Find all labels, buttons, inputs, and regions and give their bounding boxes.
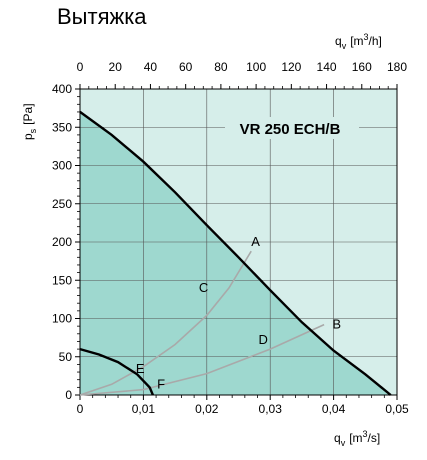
top-tick-label: 180 bbox=[387, 60, 407, 74]
top-tick-label: 100 bbox=[246, 60, 266, 74]
top-tick-label: 20 bbox=[109, 60, 123, 74]
fan-curve bbox=[79, 347, 155, 396]
annotation-label: C bbox=[199, 280, 208, 295]
model-label-bg bbox=[225, 117, 359, 139]
fan-curve bbox=[79, 110, 392, 396]
performance-area bbox=[80, 111, 391, 396]
annotation-label: D bbox=[259, 332, 268, 347]
y-tick-label: 200 bbox=[52, 235, 72, 249]
y-tick-label: 350 bbox=[52, 120, 72, 134]
x-tick-label: 0,05 bbox=[385, 402, 409, 416]
y-tick-label: 50 bbox=[59, 350, 73, 364]
y-tick-label: 150 bbox=[52, 273, 72, 287]
top-tick-label: 80 bbox=[214, 60, 228, 74]
page-title: Вытяжка bbox=[57, 4, 147, 29]
y-tick-label: 100 bbox=[52, 312, 72, 326]
top-tick-label: 40 bbox=[144, 60, 158, 74]
x-tick-label: 0,01 bbox=[132, 402, 156, 416]
curve-annotations: A B C D EF bbox=[136, 234, 341, 391]
top-tick-label: 120 bbox=[281, 60, 301, 74]
y-tick-label: 400 bbox=[52, 82, 72, 96]
x-tick-label: 0,02 bbox=[195, 402, 219, 416]
y-axis-title: ps[Pa] bbox=[21, 103, 38, 140]
annotation-label: F bbox=[157, 376, 165, 391]
system-curve bbox=[79, 323, 325, 396]
annotation-label: E bbox=[136, 361, 145, 376]
system-curve bbox=[79, 250, 252, 396]
top-tick-label: 0 bbox=[77, 60, 84, 74]
y-tick-label: 300 bbox=[52, 159, 72, 173]
top-tick-label: 160 bbox=[352, 60, 372, 74]
x-tick-label: 0 bbox=[77, 402, 84, 416]
bottom-axis-title: qv [m3/s] bbox=[334, 429, 380, 448]
x-tick-label: 0,03 bbox=[259, 402, 283, 416]
system-curves bbox=[79, 250, 325, 396]
top-axis-title: qv [m3/h] bbox=[335, 32, 382, 51]
y-tick-label: 0 bbox=[65, 388, 72, 402]
top-tick-label: 140 bbox=[317, 60, 337, 74]
annotation-label: A bbox=[251, 234, 260, 249]
top-tick-label: 60 bbox=[179, 60, 193, 74]
x-tick-label: 0,04 bbox=[322, 402, 346, 416]
y-tick-label: 250 bbox=[52, 197, 72, 211]
fan-curves bbox=[79, 110, 392, 396]
annotation-label: B bbox=[332, 317, 341, 332]
chart-title: VR 250 ECH/B bbox=[240, 121, 341, 138]
